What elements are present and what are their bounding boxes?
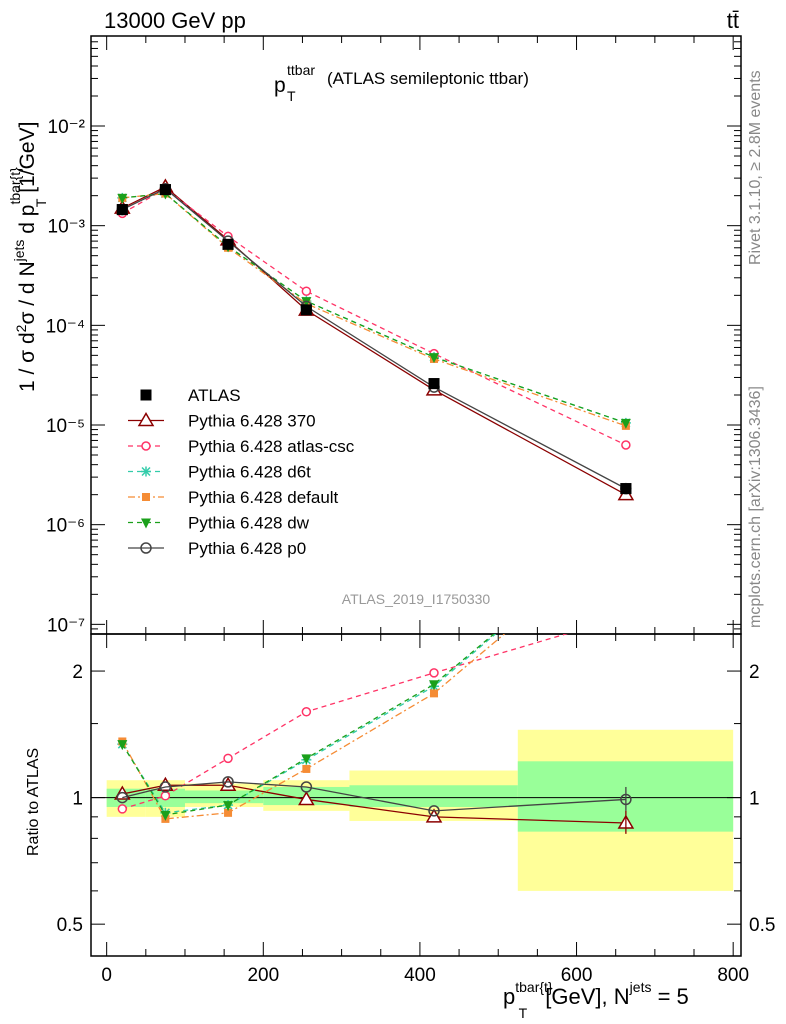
ratio-xtick-label: 400 [404,965,436,986]
legend-label-atlas_csc: Pythia 6.428 atlas-csc [188,437,355,456]
line-p370 [122,186,627,496]
ratio-point-p0 [300,781,313,793]
ratio-point-dw [429,680,440,691]
ratio-point-p0 [116,791,129,804]
ratio-xtick-label: 600 [561,965,593,986]
analysis-tag: ATLAS_2019_I1750330 [342,591,491,607]
ratio-point-atlas_csc [117,804,128,814]
ratio-line-p0 [122,781,626,812]
rivet-version-label: Rivet 3.1.10, ≥ 2.8M events [747,70,764,265]
legend-label-p0: Pythia 6.428 p0 [188,539,306,558]
main-ytick-label: 10⁻² [48,117,86,138]
ratio-line-atlas_csc [122,634,569,810]
point-atlas-top [159,184,171,196]
ratio-line-dw [121,634,495,816]
legend-label-p370: Pythia 6.428 370 [188,412,316,431]
ratio-ytick-label-right: 2 [749,662,760,683]
x-axis-label: ptbar{t} T [GeV], Njets = 5 [503,979,689,1021]
band-inner-4 [349,785,518,807]
ratio-xtick-label: 200 [247,965,279,986]
ratio-point-dw [301,754,312,765]
point-atlas_csc [301,286,312,296]
ratio-ytick-label-right: 1 [749,789,760,810]
ratio-line-p370 [122,784,626,824]
ratio-point-default [302,764,311,773]
plot-title-main: p [274,74,286,97]
legend-marker-atlas [140,389,152,401]
ratio-xtick-label: 800 [717,965,749,986]
main-ytick-label: 10⁻⁵ [46,416,85,437]
plot-title-sup: ttbar [287,62,315,78]
ratio-point-dw [223,801,234,812]
point-dw [117,193,128,204]
ratio-point-p370 [219,776,237,792]
point-dw [620,418,631,429]
ratio-point-dw [160,810,171,821]
legend-label-default: Pythia 6.428 default [188,488,339,507]
ratio-point-atlas_csc [223,753,233,764]
point-atlas_csc [621,440,631,450]
main-y-axis-label: 1 / σ d2σ / d Njets d ptbar{t} T [1/GeV] [7,122,49,392]
ratio-y-axis-label: Ratio to ATLAS [25,748,42,856]
ratio-point-p0 [222,776,234,788]
ratio-point-atlas_csc [429,668,439,678]
legend-marker-d6t [141,466,151,477]
main-panel-axes: 10⁻² 10⁻³ 10⁻⁴ 10⁻⁵ 10⁻⁶ 10⁻⁷ [46,35,742,636]
ratio-frame [90,633,742,957]
ratio-ytick-label-right: 0.5 [749,915,775,936]
legend-label-dw: Pythia 6.428 dw [188,514,310,533]
process-label: tt̄ [727,8,739,33]
legend-label-atlas: ATLAS [188,386,241,405]
main-ytick-label: 10⁻³ [48,217,86,238]
legend-marker-atlas_csc [141,441,151,451]
point-atlas-top [222,238,234,250]
ratio-uncertainty-bands [106,729,734,891]
line-atlas_csc [122,187,627,446]
plot-title-rest: (ATLAS semileptonic ttbar) [327,69,529,88]
mcplots-label: mcplots.cern.ch [arXiv:1306.3436] [747,386,764,628]
ratio-point-default [430,689,439,698]
legend-label-d6t: Pythia 6.428 d6t [188,463,311,482]
legend: ATLAS Pythia 6.428 370 Pythia 6.428 atlas-… [128,386,355,558]
ratio-point-p370 [298,790,315,806]
point-atlas-top [620,483,632,495]
line-p0 [122,187,627,490]
legend-marker-default [142,493,150,501]
ratio-point-p0 [159,781,172,793]
ratio-point-atlas_csc [160,791,171,801]
ratio-point-atlas_csc [301,707,312,717]
legend-marker-p370 [137,412,155,427]
energy-label: 13000 GeV pp [104,8,246,33]
plot-title-sub: T [287,88,296,104]
ratio-line-default [121,634,506,820]
legend-marker-dw [141,518,151,529]
point-atlas-top [428,378,440,390]
point-atlas-top [116,204,128,216]
ratio-panel-axes: 0 200 400 600 800 0.5 0.5 1 1 2 2 [57,633,775,986]
legend-marker-p0 [140,542,152,554]
point-dw [429,353,440,364]
main-ytick-label: 10⁻⁶ [46,516,85,537]
band-inner-2 [184,790,264,804]
main-panel-series [114,178,635,501]
ratio-point-default [224,808,233,817]
main-ytick-label: 10⁻⁷ [47,615,85,636]
ratio-point-dw [117,740,128,751]
ratio-ytick-label: 1 [72,789,83,810]
ratio-panel-series [114,634,635,834]
ratio-ytick-label: 0.5 [57,915,83,936]
main-ytick-label: 10⁻⁴ [46,316,85,337]
ratio-point-p0 [428,805,440,817]
ratio-ytick-label: 2 [72,662,83,683]
ratio-xtick-label: 0 [101,965,112,986]
point-atlas-top [300,304,312,316]
